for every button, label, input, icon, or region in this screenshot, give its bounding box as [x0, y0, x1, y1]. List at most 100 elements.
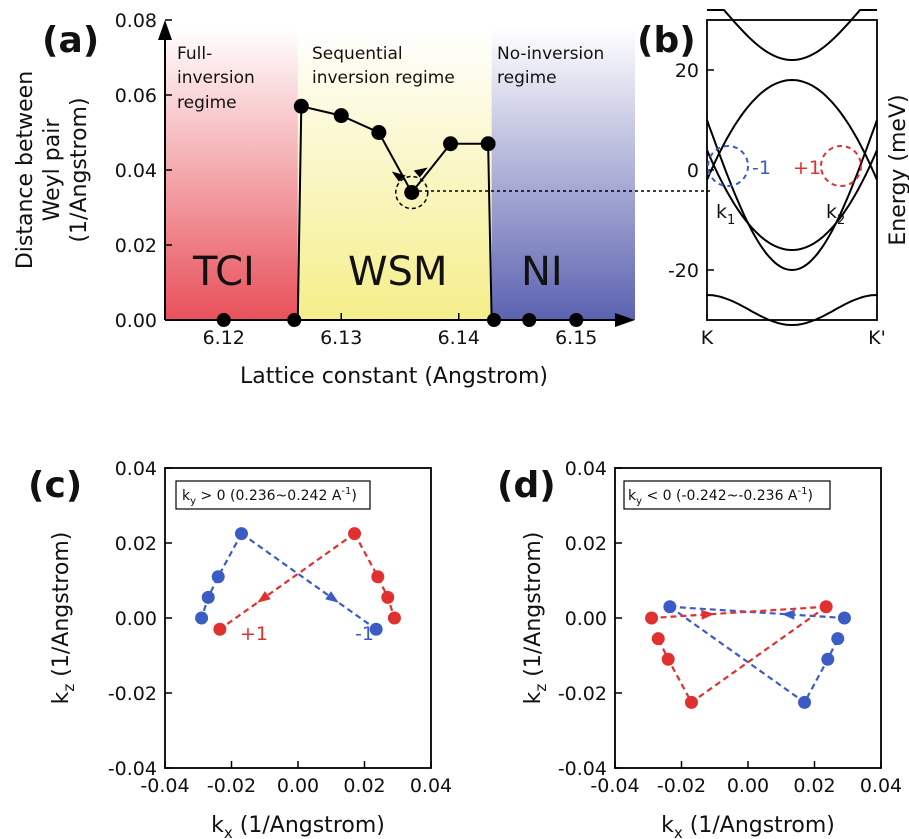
d-series-diagonal-0 — [669, 605, 845, 620]
c-annotation-box — [175, 480, 371, 510]
a-zero-point — [487, 313, 501, 327]
a-y-tick-label: 0.08 — [115, 10, 157, 32]
c-y-tick-label: 0.00 — [115, 608, 157, 630]
c-y-tick-label: 0.02 — [115, 533, 157, 555]
d-y-tick-label: -0.04 — [558, 758, 607, 780]
c-minus1-label: -1 — [355, 623, 374, 645]
c-data-point — [371, 570, 385, 584]
b-y-label: Energy (meV) — [886, 94, 909, 245]
a-arrowhead-left — [391, 171, 406, 182]
c-x-tick-label: -0.04 — [140, 775, 189, 797]
c-x-label: kx (1/Angstrom) — [211, 813, 385, 839]
c-arrowhead-0 — [325, 591, 339, 603]
panel-a-label: (a) — [42, 20, 99, 61]
region-no-line2: regime — [497, 68, 557, 88]
c-data-point — [369, 622, 383, 636]
c-x-tick-label: -0.02 — [207, 775, 256, 797]
a-y-tick-label: 0.04 — [115, 160, 157, 182]
a-zero-point — [287, 313, 302, 327]
c-x-tick-label: 0.00 — [277, 775, 319, 797]
a-zero-point — [522, 313, 537, 327]
c-y-tick-label: -0.04 — [108, 758, 157, 780]
b-y-tick-label: 20 — [675, 60, 699, 82]
d-series-chain-0 — [669, 605, 839, 704]
b-band-upper-dome — [706, 78, 878, 181]
c-data-point — [387, 611, 401, 625]
a-y-tick-label: 0.02 — [115, 235, 157, 257]
region-seq-line2: inversion regime — [312, 68, 455, 88]
c-arrowhead-1 — [257, 591, 271, 603]
b-x-tick-label: K' — [868, 327, 886, 349]
d-data-point — [798, 695, 812, 709]
k2-label: k2 — [826, 201, 845, 228]
d-x-label: kx (1/Angstrom) — [661, 813, 835, 839]
d-x-tick-label: 0.00 — [727, 775, 769, 797]
a-data-point — [443, 136, 459, 152]
d-x-tick-label: -0.04 — [590, 775, 639, 797]
weyl-point-k1-circle — [707, 145, 749, 187]
a-arrowhead-right — [413, 167, 428, 178]
c-series-chain-1 — [353, 533, 396, 619]
d-series-chain-1 — [657, 605, 827, 704]
a-highlight-circle — [395, 175, 429, 210]
a-y-tick-label: 0.00 — [115, 310, 157, 332]
d-data-point — [837, 611, 851, 625]
b-x-tick-label: K — [701, 327, 714, 349]
d-y-tick-label: 0.00 — [565, 608, 607, 630]
d-data-point — [684, 695, 698, 709]
c-y-label: kz (1/Angstrom) — [49, 532, 78, 705]
b-band-bottom — [706, 294, 878, 327]
region-full-line3: regime — [177, 93, 237, 113]
d-arrowhead-0 — [781, 609, 795, 620]
a-data-point — [371, 125, 387, 140]
a-x-tick-label: 6.12 — [203, 327, 245, 349]
c-data-point — [381, 590, 395, 604]
region-seq-line1: Sequential — [312, 44, 403, 64]
a-zero-point — [569, 313, 584, 327]
k1-label: k1 — [716, 201, 735, 228]
a-zero-point — [216, 313, 231, 327]
a-data-point — [333, 108, 349, 124]
b-y-tick-label: 0 — [687, 160, 699, 182]
panel-a: (a) Full- inversion regime Sequential in… — [13, 10, 710, 389]
b-y-tick-label: -20 — [668, 260, 699, 282]
a-x-tick-label: 6.14 — [438, 327, 480, 349]
c-data-point — [201, 590, 215, 604]
a-x-tick-label: 6.13 — [320, 327, 362, 349]
c-series-diagonal-1 — [219, 532, 356, 631]
phase-tci-label: TCI — [192, 249, 255, 295]
c-x-tick-label: 0.02 — [343, 775, 385, 797]
k2-chirality-label: +1 — [793, 157, 821, 179]
d-annotation: ky < 0 (-0.242~-0.236 A-1) — [628, 486, 813, 507]
d-data-point — [661, 652, 675, 666]
c-data-point — [211, 570, 225, 584]
a-y-tick-label: 0.06 — [115, 85, 157, 107]
d-data-point — [651, 632, 665, 646]
d-data-point — [821, 652, 835, 666]
weyl-point-k2-circle — [820, 145, 862, 187]
a-x-arrowhead — [615, 313, 635, 327]
panel-c-label: (c) — [28, 465, 82, 506]
panel-b: (b) 20 0 -20 K K' -1 +1 k1 k2 Energy (meV) — [637, 9, 909, 349]
a-y-label-line2: Weyl pair — [40, 118, 65, 222]
d-x-tick-label: 0.02 — [793, 775, 835, 797]
c-data-point — [213, 622, 227, 636]
d-y-tick-label: 0.04 — [565, 458, 607, 480]
d-annotation-box — [623, 480, 831, 510]
full-inversion-region — [165, 28, 298, 320]
k1-chirality-label: -1 — [752, 157, 771, 179]
d-y-tick-label: -0.02 — [558, 683, 607, 705]
c-data-point — [195, 611, 209, 625]
d-x-tick-label: -0.02 — [657, 775, 706, 797]
c-y-tick-label: 0.04 — [115, 458, 157, 480]
panel-c: (c) ky > 0 (0.236~0.242 A-1) -0.04 -0.02 0… — [28, 458, 452, 839]
a-y-arrowhead — [158, 20, 172, 40]
b-band-top — [707, 9, 877, 62]
b-band-lower-dish — [706, 149, 878, 252]
d-data-point — [663, 600, 677, 614]
a-data-point — [404, 185, 420, 200]
region-full-line1: Full- — [177, 44, 212, 64]
no-inversion-region — [491, 28, 635, 320]
panel-d: (d) ky < 0 (-0.242~-0.236 A-1) -0.04 -0.0… — [497, 458, 902, 839]
d-y-label: kz (1/Angstrom) — [521, 532, 550, 705]
